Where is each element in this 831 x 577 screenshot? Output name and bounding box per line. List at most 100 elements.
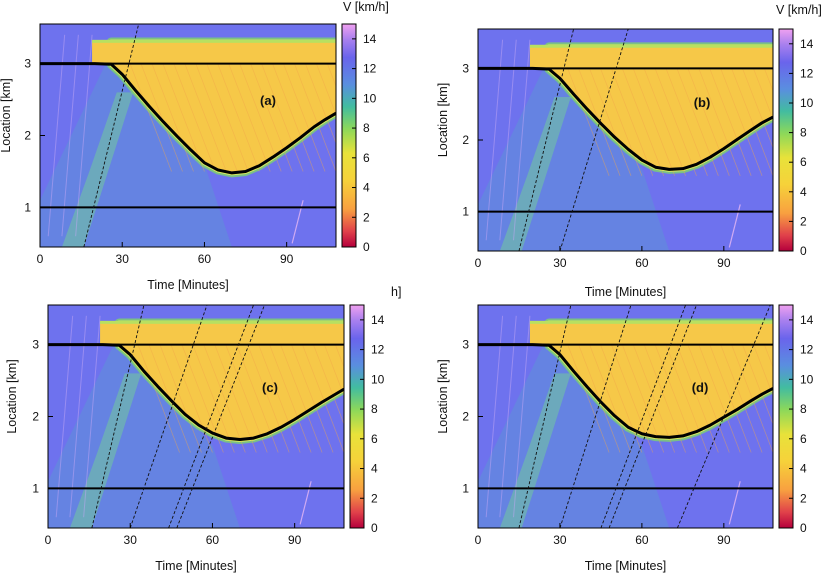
x-tick-label: 30 [553, 533, 567, 547]
jam-top-edge [529, 320, 773, 324]
colorbar-tick-label: 2 [371, 491, 378, 505]
colorbar [778, 28, 794, 252]
x-tick-label: 60 [635, 533, 649, 547]
colorbar-tick-label: 2 [363, 210, 370, 224]
colorbar-tick-label: 8 [800, 402, 807, 416]
vehicle-trajectory [518, 305, 572, 528]
colorbar [349, 304, 365, 529]
free-flow-streak [69, 315, 87, 518]
colorbar-tick-label: 10 [800, 96, 814, 110]
jam-streak [690, 48, 741, 176]
y-tick-label: 2 [462, 410, 469, 424]
colorbar-tick-label: 6 [371, 432, 378, 446]
vehicle-trajectory [559, 305, 632, 528]
x-tick-label: 0 [45, 533, 52, 547]
y-tick-label: 1 [462, 481, 469, 495]
x-axis-label: Time [Minutes] [155, 559, 237, 573]
colorbar-tick-label: 6 [800, 155, 807, 169]
jam-streak [723, 48, 773, 176]
colorbar-tick-label: 10 [800, 372, 814, 386]
vehicle-trajectory [518, 29, 575, 251]
jam-streak [316, 324, 344, 397]
jam-streak [559, 324, 610, 453]
free-flow-streak [83, 315, 101, 518]
colorbar-tick-label: 0 [363, 240, 370, 254]
jam-streak [734, 48, 773, 149]
x-tick-label: 30 [116, 252, 130, 266]
y-axis-label: Location [km] [436, 359, 450, 433]
vehicle-trajectory [676, 305, 771, 528]
free-flow-streak [485, 315, 504, 518]
jam-streak [187, 43, 238, 172]
colorbar-title-c-partial: h] [391, 285, 401, 299]
vehicle-trajectory [559, 29, 629, 251]
colorbar-tick-label: 2 [800, 491, 807, 505]
jam-streak [176, 43, 227, 172]
jam-streak [129, 324, 180, 453]
y-tick-label: 2 [32, 410, 39, 424]
jam-top-edge [529, 44, 773, 48]
jam-top-band [100, 322, 344, 345]
colorbar-tick-label: 12 [800, 66, 814, 80]
panel-label: (c) [262, 380, 278, 395]
colorbar [341, 23, 357, 248]
jam-boundary-curve [48, 343, 344, 442]
plot-area [478, 29, 773, 251]
colorbar-tick-label: 12 [800, 343, 814, 357]
x-tick-label: 30 [553, 256, 567, 270]
jam-streak [165, 43, 216, 172]
jam-top-band [92, 41, 336, 64]
colorbar-tick-label: 10 [363, 91, 377, 105]
panel-label: (a) [260, 93, 276, 108]
x-tick-label: 90 [280, 252, 294, 266]
x-axis-label: Time [Minutes] [585, 559, 667, 573]
jam-streak [154, 43, 205, 172]
colorbar-title-a: V [km/h] [343, 0, 389, 14]
jam-top-band [529, 322, 773, 345]
jam-streak [756, 324, 773, 369]
vehicle-trajectory [129, 305, 208, 528]
jam-streak [206, 324, 257, 453]
y-tick-label: 1 [24, 200, 31, 214]
colorbar-tick-label: 10 [371, 372, 385, 386]
jam-streak [140, 324, 191, 453]
jam-streak [723, 324, 773, 453]
colorbar-tick-label: 14 [800, 37, 814, 51]
x-tick-label: 60 [206, 533, 220, 547]
jam-streak [668, 48, 719, 176]
jam-streak [121, 43, 172, 172]
jam-streak [250, 324, 301, 453]
panel-label: (d) [692, 380, 709, 395]
jam-streak [275, 43, 326, 172]
jam-streak [231, 43, 282, 172]
free-flow-streak [55, 315, 74, 518]
colorbar-tick-label: 0 [371, 521, 378, 535]
jam-streak [327, 324, 344, 369]
y-axis-label: Location [km] [436, 83, 450, 157]
jam-streak [581, 48, 632, 176]
plot-area [478, 305, 773, 528]
x-tick-label: 60 [635, 256, 649, 270]
y-tick-label: 3 [462, 338, 469, 352]
colorbar-tick-label: 8 [800, 126, 807, 140]
jam-top-edge [100, 320, 344, 324]
jam-streak [701, 48, 752, 176]
jam-streak [297, 43, 336, 145]
colorbar-tick-label: 12 [371, 343, 385, 357]
free-flow-streak [75, 34, 93, 237]
y-tick-label: 3 [462, 61, 469, 75]
jam-streak [217, 324, 268, 453]
y-tick-label: 2 [462, 133, 469, 147]
colorbar-tick-label: 6 [363, 151, 370, 165]
colorbar-tick-label: 4 [800, 462, 807, 476]
colorbar-tick-label: 14 [363, 32, 377, 46]
jam-streak [261, 324, 312, 453]
jam-streak [143, 43, 194, 172]
jam-streak [305, 324, 344, 426]
jam-streak [272, 324, 323, 453]
jam-boundary-curve [478, 66, 773, 171]
free-flow-streak [47, 34, 66, 237]
jam-streak [253, 43, 304, 172]
